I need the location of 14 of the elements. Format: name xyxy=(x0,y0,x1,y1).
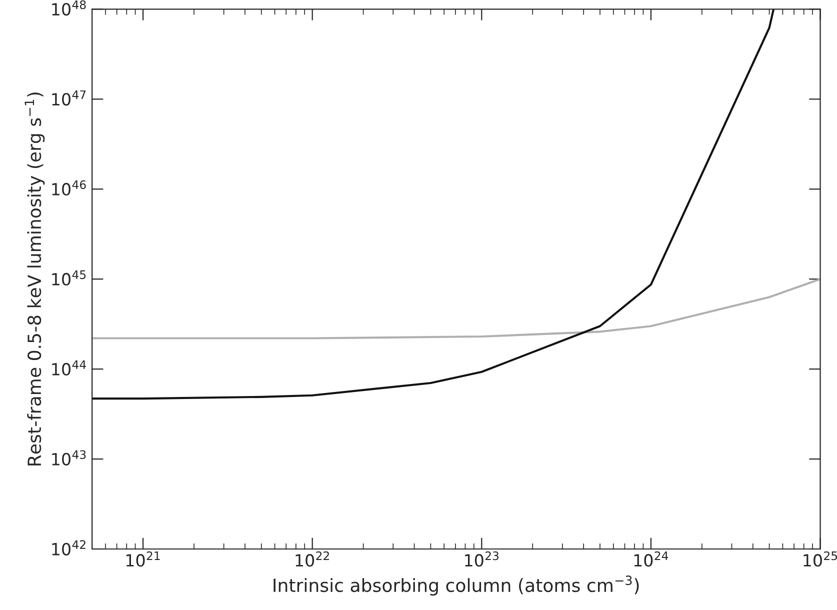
x-tick-label: 10$^{21}$ xyxy=(126,551,160,567)
y-tick-label: 10$^{47}$ xyxy=(52,90,86,106)
y-tick-label: 10$^{43}$ xyxy=(52,450,86,466)
x-tick-label: 10$^{25}$ xyxy=(804,551,837,567)
x-tick-label: 10$^{23}$ xyxy=(465,551,499,567)
y-tick-label: 10$^{46}$ xyxy=(52,180,86,196)
y-tick-label: 10$^{44}$ xyxy=(52,360,86,376)
x-tick-label: 10$^{22}$ xyxy=(296,551,329,567)
y-tick-label: 10$^{45}$ xyxy=(52,270,86,286)
x-tick-label: 10$^{24}$ xyxy=(634,551,668,567)
y-tick-label: 10$^{42}$ xyxy=(52,540,86,556)
y-axis-title: Rest-frame 0.5-8 keV luminosity (erg s$^{−1}$) xyxy=(24,92,45,466)
y-tick-label: 10$^{48}$ xyxy=(52,0,86,16)
x-axis-title: Intrinsic absorbing column (atoms cm$^{−3}$) xyxy=(274,576,639,596)
